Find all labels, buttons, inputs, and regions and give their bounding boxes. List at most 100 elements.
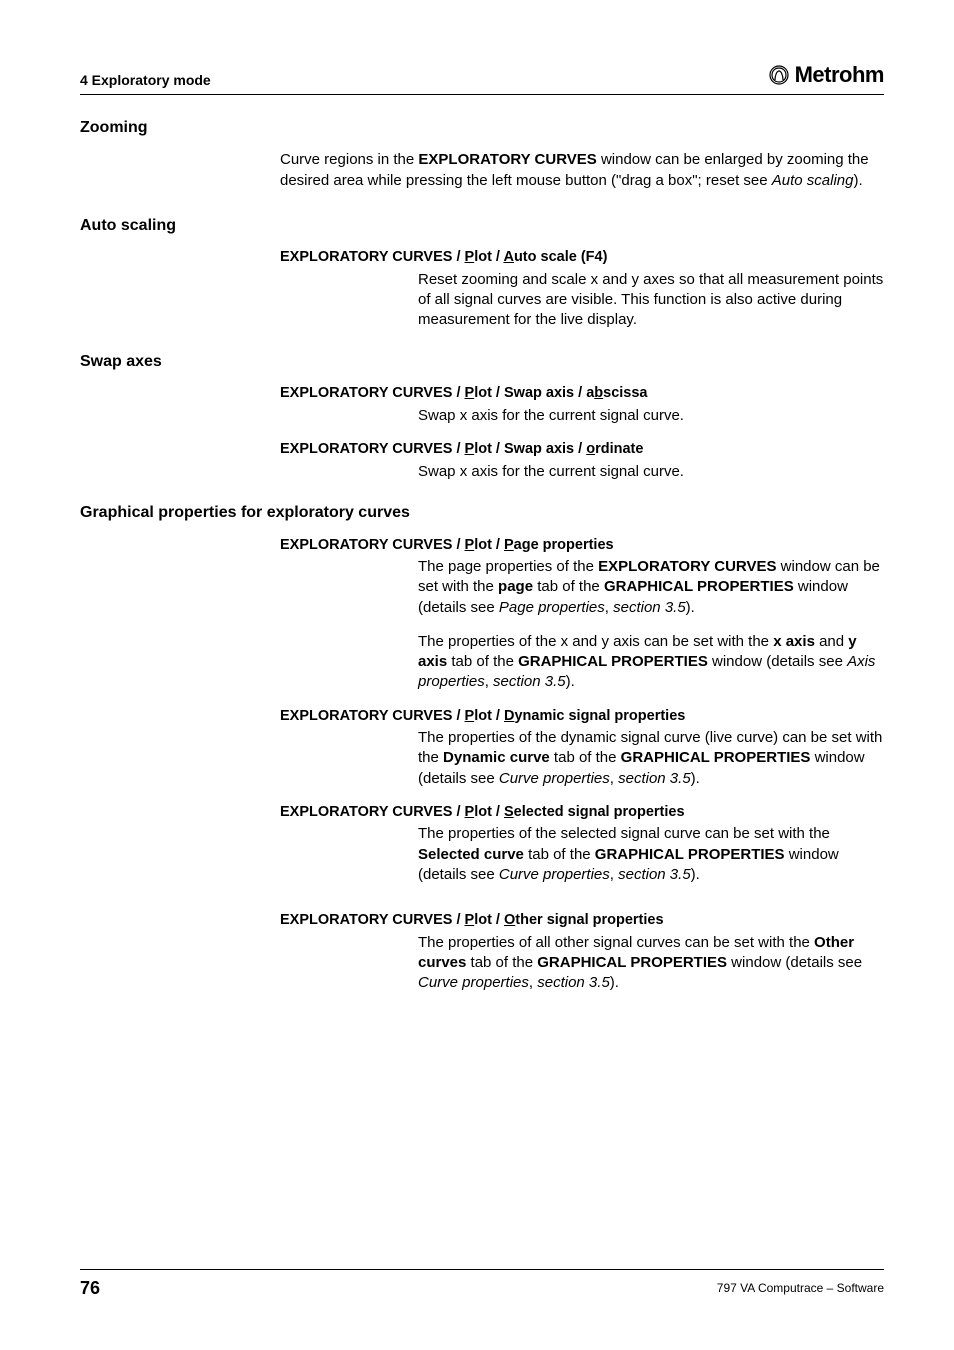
text: rdinate xyxy=(595,441,643,457)
heading-swap-axes: Swap axes xyxy=(80,351,884,373)
text-bold: x axis xyxy=(773,633,815,650)
desc-swap-ordinate: Swap x axis for the current signal curve… xyxy=(418,462,884,482)
text-ul: o xyxy=(586,441,595,457)
text: , xyxy=(610,770,618,787)
text-ul: O xyxy=(504,912,515,928)
desc-swap-abscissa: Swap x axis for the current signal curve… xyxy=(418,406,884,426)
text: lot / xyxy=(474,912,504,928)
text: The properties of all other signal curve… xyxy=(418,934,814,951)
text: lot / xyxy=(474,708,504,724)
text-bold: GRAPHICAL PROPERTIES xyxy=(518,653,708,670)
text: ). xyxy=(686,599,695,616)
text-ul: D xyxy=(504,708,514,724)
text-ul: P xyxy=(465,912,475,928)
text-italic: section 3.5 xyxy=(613,599,686,616)
menu-path-other-signal: EXPLORATORY CURVES / Plot / Other signal… xyxy=(280,911,884,931)
text-ul: A xyxy=(503,249,513,265)
text: , xyxy=(610,866,618,883)
brand-text: Metrohm xyxy=(795,60,884,90)
text: Curve regions in the xyxy=(280,151,418,168)
desc-page-properties-2: The properties of the x and y axis can b… xyxy=(418,632,884,693)
footer-divider xyxy=(80,1269,884,1270)
text: ). xyxy=(691,770,700,787)
text-italic: Curve properties xyxy=(499,770,610,787)
menu-path-swap-abscissa: EXPLORATORY CURVES / Plot / Swap axis / … xyxy=(280,384,884,404)
text: lot / xyxy=(474,537,504,553)
heading-auto-scaling: Auto scaling xyxy=(80,215,884,237)
text-bold: Selected curve xyxy=(418,846,524,863)
text: , xyxy=(529,974,537,991)
text: tab of the xyxy=(447,653,518,670)
footer-product: 797 VA Computrace – Software xyxy=(717,1280,884,1296)
footer-row: 76 797 VA Computrace – Software xyxy=(80,1276,884,1300)
menu-path-dynamic-signal: EXPLORATORY CURVES / Plot / Dynamic sign… xyxy=(280,707,884,727)
text: EXPLORATORY CURVES / xyxy=(280,441,465,457)
text-ul: P xyxy=(465,708,475,724)
header-section-title: 4 Exploratory mode xyxy=(80,71,211,90)
text: tab of the xyxy=(533,578,604,595)
text: lot / Swap axis / xyxy=(474,441,586,457)
text: ther signal properties xyxy=(515,912,663,928)
text: EXPLORATORY CURVES / xyxy=(280,537,465,553)
text-bold: GRAPHICAL PROPERTIES xyxy=(621,749,811,766)
page-header: 4 Exploratory mode Metrohm xyxy=(80,60,884,95)
text-italic: Page properties xyxy=(499,599,605,616)
text: The properties of the selected signal cu… xyxy=(418,825,830,842)
text-italic: Curve properties xyxy=(499,866,610,883)
desc-selected-signal: The properties of the selected signal cu… xyxy=(418,824,884,885)
heading-zooming: Zooming xyxy=(80,117,884,139)
text: ). xyxy=(853,172,862,189)
brand-logo: Metrohm xyxy=(767,60,884,90)
text: scissa xyxy=(603,385,647,401)
text: lot / xyxy=(474,249,503,265)
text-bold: GRAPHICAL PROPERTIES xyxy=(604,578,794,595)
page-footer: 76 797 VA Computrace – Software xyxy=(80,1269,884,1300)
text-ul: P xyxy=(504,537,514,553)
text-ul: P xyxy=(465,249,475,265)
text-ul: P xyxy=(465,537,475,553)
text-ul: P xyxy=(465,804,475,820)
text: lot / Swap axis / a xyxy=(474,385,594,401)
text-italic: section 3.5 xyxy=(493,673,566,690)
text: ). xyxy=(566,673,575,690)
text: tab of the xyxy=(466,954,537,971)
text: elected signal properties xyxy=(514,804,685,820)
text: The properties of the x and y axis can b… xyxy=(418,633,773,650)
desc-auto-scale: Reset zooming and scale x and y axes so … xyxy=(418,270,884,331)
text: EXPLORATORY CURVES / xyxy=(280,385,465,401)
desc-dynamic-signal: The properties of the dynamic signal cur… xyxy=(418,728,884,789)
text: ). xyxy=(610,974,619,991)
text: uto scale (F4) xyxy=(514,249,607,265)
text: window (details see xyxy=(708,653,847,670)
text: The page properties of the xyxy=(418,558,598,575)
text: tab of the xyxy=(550,749,621,766)
text: EXPLORATORY CURVES / xyxy=(280,912,465,928)
text-italic: Auto scaling xyxy=(772,172,854,189)
text: EXPLORATORY CURVES / xyxy=(280,708,465,724)
text-italic: section 3.5 xyxy=(618,866,691,883)
menu-path-page-properties: EXPLORATORY CURVES / Plot / Page propert… xyxy=(280,536,884,556)
text-italic: section 3.5 xyxy=(537,974,610,991)
text: EXPLORATORY CURVES / xyxy=(280,804,465,820)
text-bold: page xyxy=(498,578,533,595)
text-ul: P xyxy=(465,385,475,401)
page-number: 76 xyxy=(80,1276,100,1300)
text-ul: P xyxy=(465,441,475,457)
text-bold: EXPLORATORY CURVES xyxy=(598,558,776,575)
text: and xyxy=(815,633,848,650)
desc-page-properties-1: The page properties of the EXPLORATORY C… xyxy=(418,557,884,618)
text: ynamic signal properties xyxy=(514,708,685,724)
text-bold: EXPLORATORY CURVES xyxy=(418,151,596,168)
text-bold: Dynamic curve xyxy=(443,749,550,766)
menu-path-auto-scale: EXPLORATORY CURVES / Plot / Auto scale (… xyxy=(280,248,884,268)
heading-graphical-properties: Graphical properties for exploratory cur… xyxy=(80,502,884,524)
text: lot / xyxy=(474,804,504,820)
zooming-paragraph: Curve regions in the EXPLORATORY CURVES … xyxy=(280,150,884,191)
text: EXPLORATORY CURVES / xyxy=(280,249,465,265)
text: age properties xyxy=(514,537,614,553)
menu-path-swap-ordinate: EXPLORATORY CURVES / Plot / Swap axis / … xyxy=(280,440,884,460)
text-bold: GRAPHICAL PROPERTIES xyxy=(595,846,785,863)
text-italic: Curve properties xyxy=(418,974,529,991)
desc-other-signal: The properties of all other signal curve… xyxy=(418,933,884,994)
text-italic: section 3.5 xyxy=(618,770,691,787)
